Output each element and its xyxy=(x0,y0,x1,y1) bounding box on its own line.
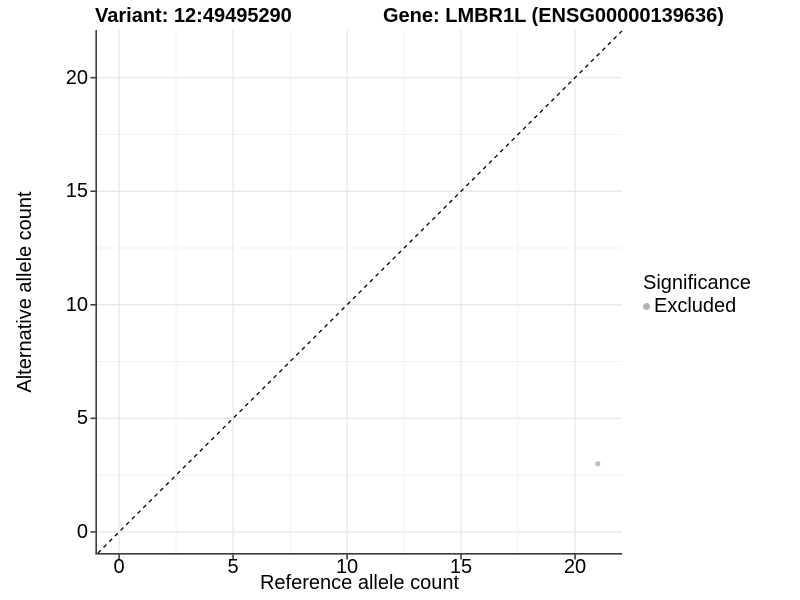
x-tick-label: 15 xyxy=(449,556,473,578)
x-tick-label: 10 xyxy=(335,556,359,578)
y-tick-label: 0 xyxy=(76,520,88,543)
x-tick-label: 20 xyxy=(563,556,587,578)
y-tick-label: 20 xyxy=(65,66,88,89)
x-axis-title: Reference allele count xyxy=(259,572,459,594)
y-axis-title: Alternative allele count xyxy=(14,191,36,393)
data-point xyxy=(595,461,601,467)
legend: Significance Excluded xyxy=(643,271,751,317)
y-tick-label: 5 xyxy=(76,407,88,430)
x-tick-label: 0 xyxy=(113,556,125,578)
x-tick-label: 5 xyxy=(227,556,239,578)
plot-panel xyxy=(97,30,622,553)
plot-title-gene: Gene: LMBR1L (ENSG00000139636) xyxy=(383,5,724,27)
y-tick-label: 10 xyxy=(65,293,88,316)
legend-item-excluded: Excluded xyxy=(643,295,751,317)
identity-line xyxy=(97,30,623,554)
legend-title: Significance xyxy=(643,272,751,294)
y-tick-label: 15 xyxy=(65,180,88,203)
legend-item-label: Excluded xyxy=(654,295,737,317)
plot-title-variant: Variant: 12:49495290 xyxy=(95,5,292,27)
legend-key-dot xyxy=(643,302,650,310)
